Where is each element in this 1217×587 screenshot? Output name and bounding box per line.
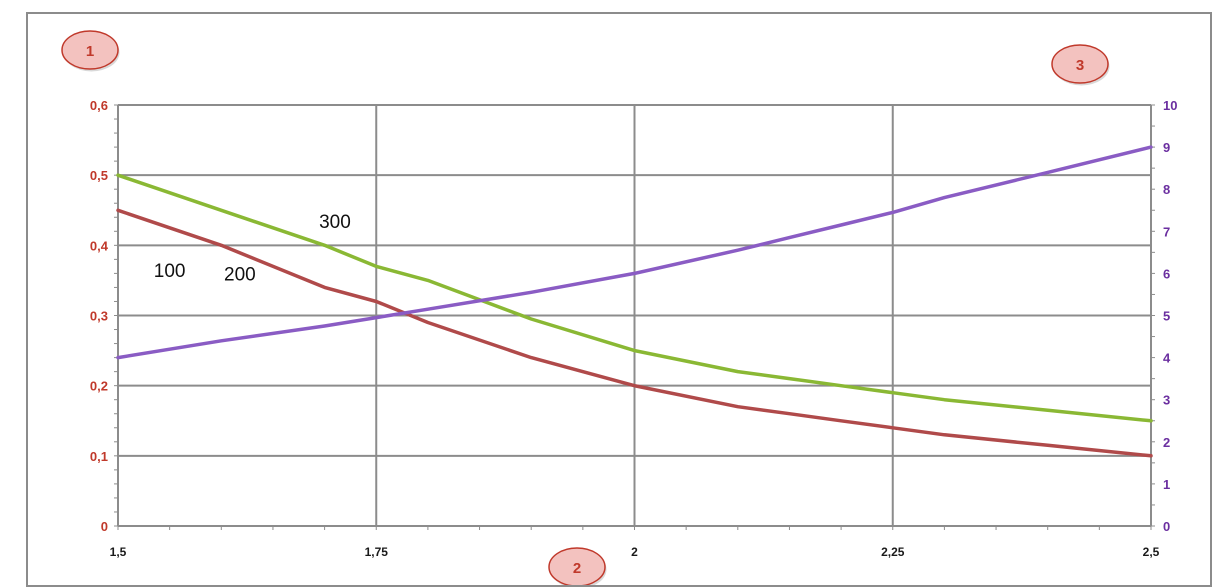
line-chart: 0 0,1 0,2 0,3 0,4 0,5 0,6 0 1 2 3 4 5 6 7 8 9 10 1,5 1,75 2 2… (61, 30, 1177, 585)
y-right-tick-label: 9 (1163, 140, 1170, 155)
curve-annotation: 100 (154, 261, 186, 282)
y-right-tick-label: 10 (1163, 98, 1177, 113)
y-left-tick-label: 0,1 (90, 449, 108, 464)
callout-badge (61, 30, 119, 70)
y-right-tick-label: 6 (1163, 266, 1170, 281)
y-right-tick-label: 7 (1163, 224, 1170, 239)
y-right-tick-label: 0 (1163, 519, 1170, 534)
y-right-tick-label: 4 (1163, 351, 1171, 366)
y-right-tick-label: 1 (1163, 477, 1170, 492)
y-left-tick-label: 0,6 (90, 98, 108, 113)
series-line-3 (116, 145, 1153, 360)
x-tick-label: 2,25 (881, 545, 905, 559)
series-line-2 (116, 173, 1153, 423)
x-tick-label: 2 (631, 545, 638, 559)
chart-area: 0 0,1 0,2 0,3 0,4 0,5 0,6 0 1 2 3 4 5 6 7 8 9 10 1,5 1,75 2 2… (26, 12, 1212, 587)
y-left-tick-label: 0,5 (90, 168, 108, 183)
callout-badge-label: 2 (573, 560, 581, 577)
x-tick-label: 2,5 (1143, 545, 1160, 559)
y-left-tick-label: 0,4 (90, 238, 109, 253)
x-tick-label: 1,75 (365, 545, 389, 559)
y-right-tick-label: 3 (1163, 393, 1170, 408)
y-left-tick-label: 0,2 (90, 379, 108, 394)
y-right-tick-label: 5 (1163, 309, 1170, 324)
curve-annotation: 300 (319, 212, 351, 233)
callout-badge-label: 1 (86, 43, 94, 60)
y-left-tick-label: 0,3 (90, 309, 108, 324)
y-right-tick-label: 2 (1163, 435, 1170, 450)
curve-annotation: 200 (224, 264, 256, 285)
y-right-tick-label: 8 (1163, 182, 1170, 197)
callout-badge-label: 3 (1076, 57, 1084, 74)
callout-badge (1051, 44, 1109, 84)
series-line-1 (116, 208, 1153, 458)
callout-badge (548, 547, 606, 585)
x-tick-label: 1,5 (110, 545, 127, 559)
y-left-tick-label: 0 (101, 519, 108, 534)
